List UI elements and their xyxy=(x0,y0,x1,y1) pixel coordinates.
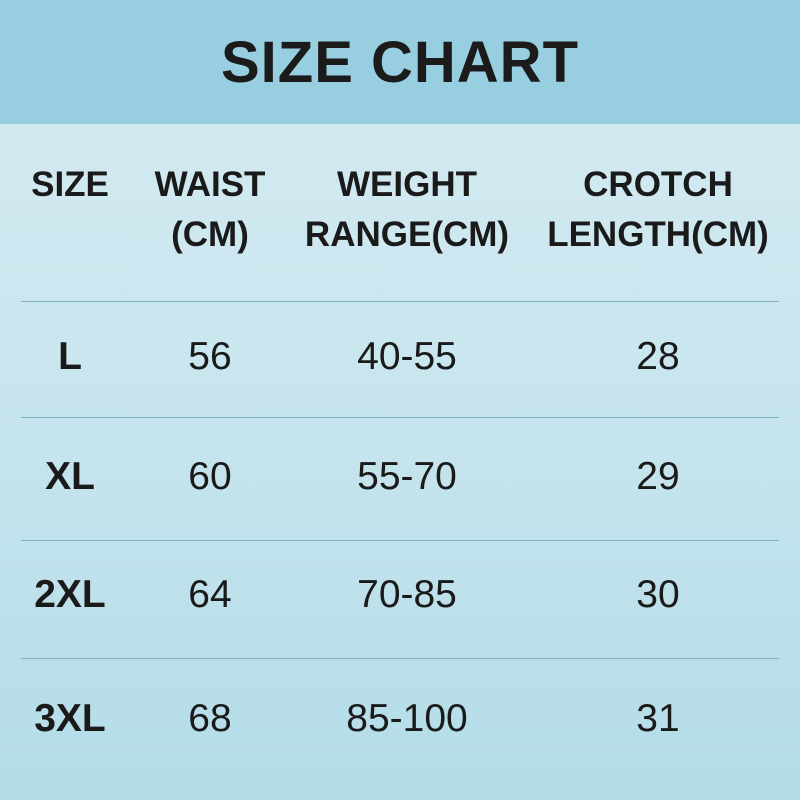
row-divider xyxy=(21,540,779,541)
column-header: SIZE xyxy=(31,160,109,210)
table-cell: 31 xyxy=(636,697,680,740)
row-divider xyxy=(21,417,779,418)
column-header-text: SIZE xyxy=(31,165,109,204)
table-cell: 70-85 xyxy=(357,573,457,616)
size-label: 2XL xyxy=(34,573,106,616)
row-divider xyxy=(21,658,779,659)
table-cell: 28 xyxy=(636,335,680,378)
column-header-text: CROTCH xyxy=(583,165,733,204)
table-cell: 60 xyxy=(188,455,232,498)
size-label: XL xyxy=(45,455,95,498)
row-divider xyxy=(21,301,779,302)
column-header-text: WEIGHT xyxy=(337,165,477,204)
size-label: 3XL xyxy=(34,697,106,740)
table-cell: 30 xyxy=(636,573,680,616)
table-cell: 68 xyxy=(188,697,232,740)
column-header: CROTCH LENGTH(CM) xyxy=(547,160,769,260)
column-header-text: LENGTH(CM) xyxy=(547,215,769,254)
title-banner: SIZE CHART xyxy=(0,0,800,124)
column-header: WAIST (CM) xyxy=(155,160,266,260)
table-cell: 40-55 xyxy=(357,335,457,378)
column-header-text: RANGE(CM) xyxy=(304,215,510,254)
page-title: SIZE CHART xyxy=(221,29,579,95)
column-header-text: (CM) xyxy=(171,215,249,254)
table-cell: 85-100 xyxy=(346,697,468,740)
table-cell: 55-70 xyxy=(357,455,457,498)
size-label: L xyxy=(58,335,82,378)
column-header-text: WAIST xyxy=(154,165,266,204)
table-cell: 56 xyxy=(188,335,232,378)
table-cell: 64 xyxy=(188,573,232,616)
column-header: WEIGHT RANGE(CM) xyxy=(305,160,509,260)
table-cell: 29 xyxy=(636,455,680,498)
